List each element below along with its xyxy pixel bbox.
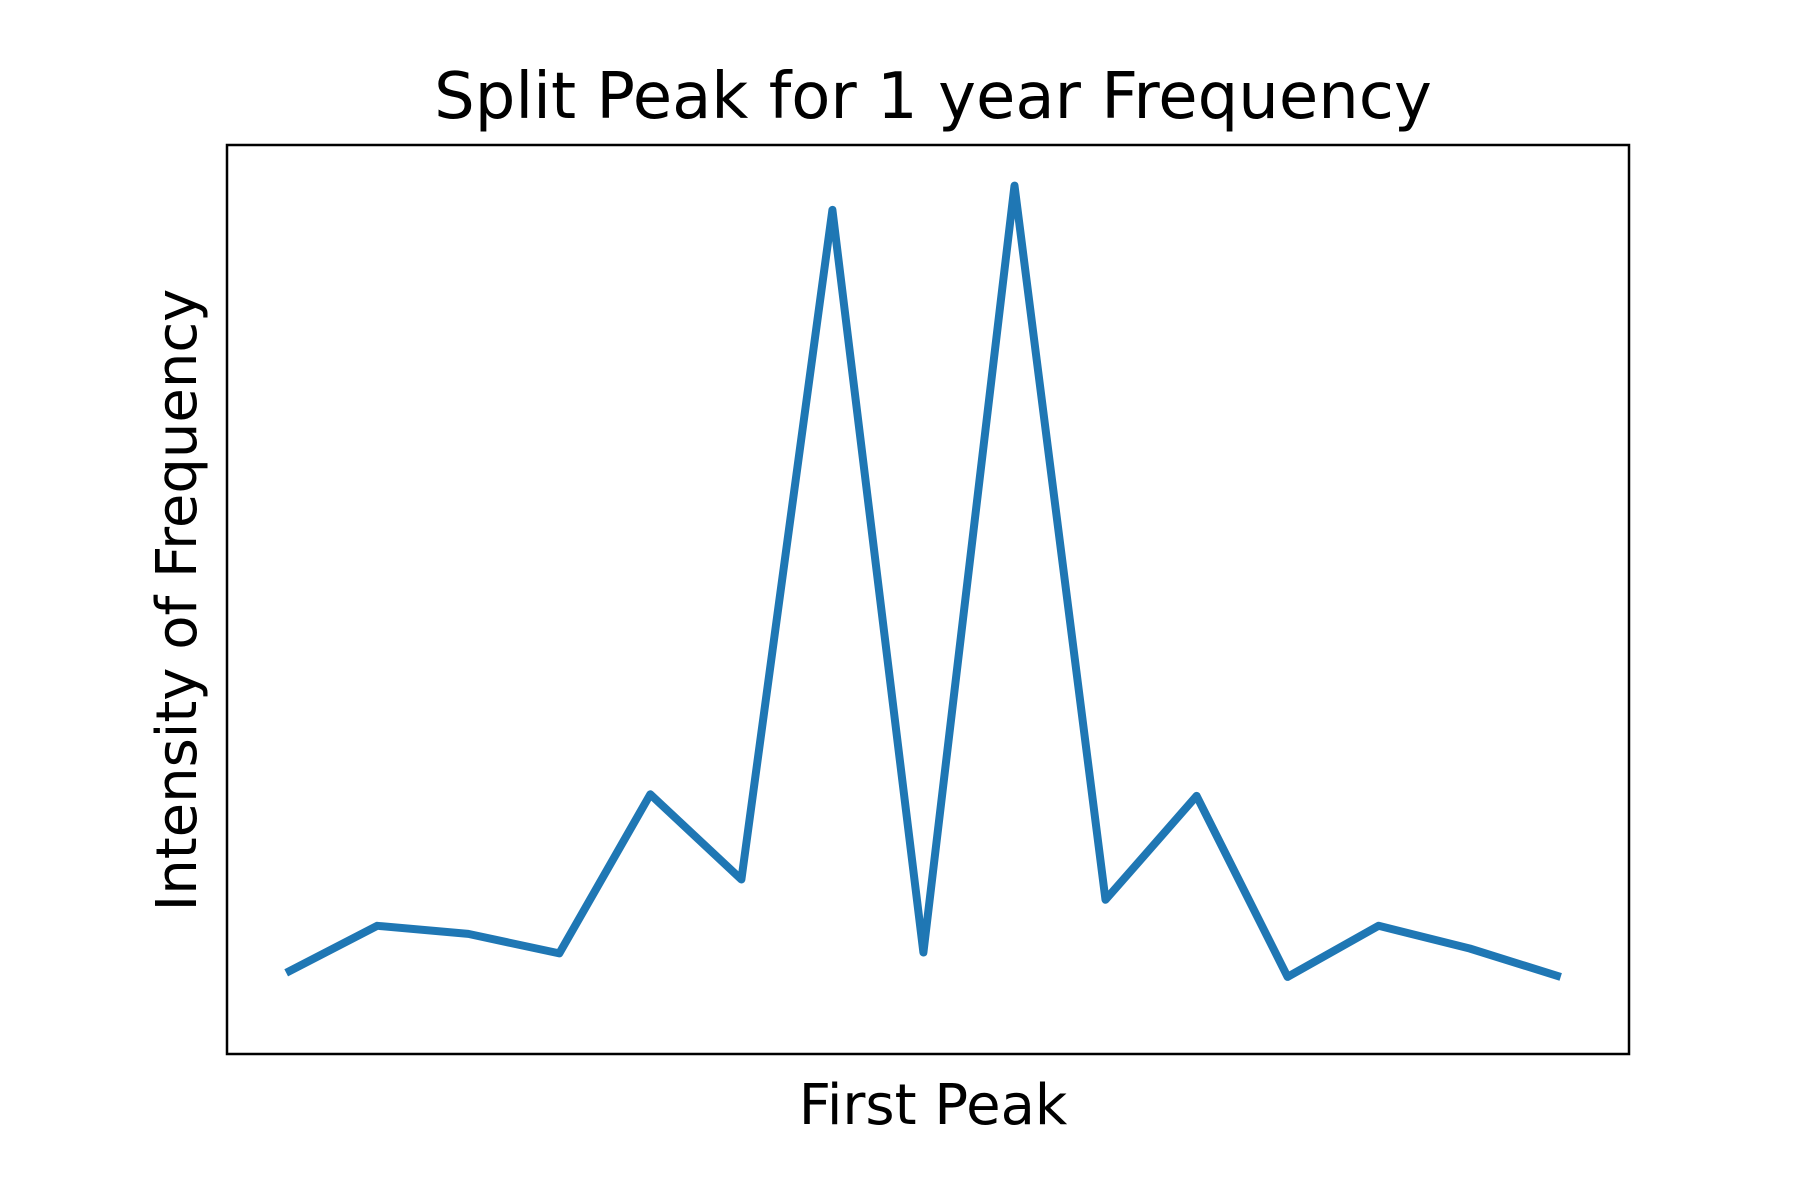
y-axis-label: Intensity of Frequency xyxy=(145,289,210,912)
chart-title: Split Peak for 1 year Frequency xyxy=(434,60,1432,134)
data-point xyxy=(1011,182,1019,190)
data-point xyxy=(828,206,836,214)
data-point xyxy=(646,790,654,798)
series-line-0 xyxy=(284,181,1562,981)
data-point xyxy=(1557,973,1565,981)
data-point xyxy=(1375,922,1383,930)
data-point xyxy=(737,876,745,884)
axes-frame xyxy=(225,143,1631,1056)
data-point xyxy=(919,949,927,957)
data-point xyxy=(1284,973,1292,981)
data-point xyxy=(555,949,563,957)
plot-area xyxy=(225,143,1631,1056)
data-point xyxy=(1193,792,1201,800)
data-point xyxy=(1466,945,1474,953)
data-point xyxy=(282,969,290,977)
data-point xyxy=(373,922,381,930)
data-point xyxy=(1102,896,1110,904)
x-axis-label: First Peak xyxy=(799,1073,1068,1138)
data-point xyxy=(464,930,472,938)
